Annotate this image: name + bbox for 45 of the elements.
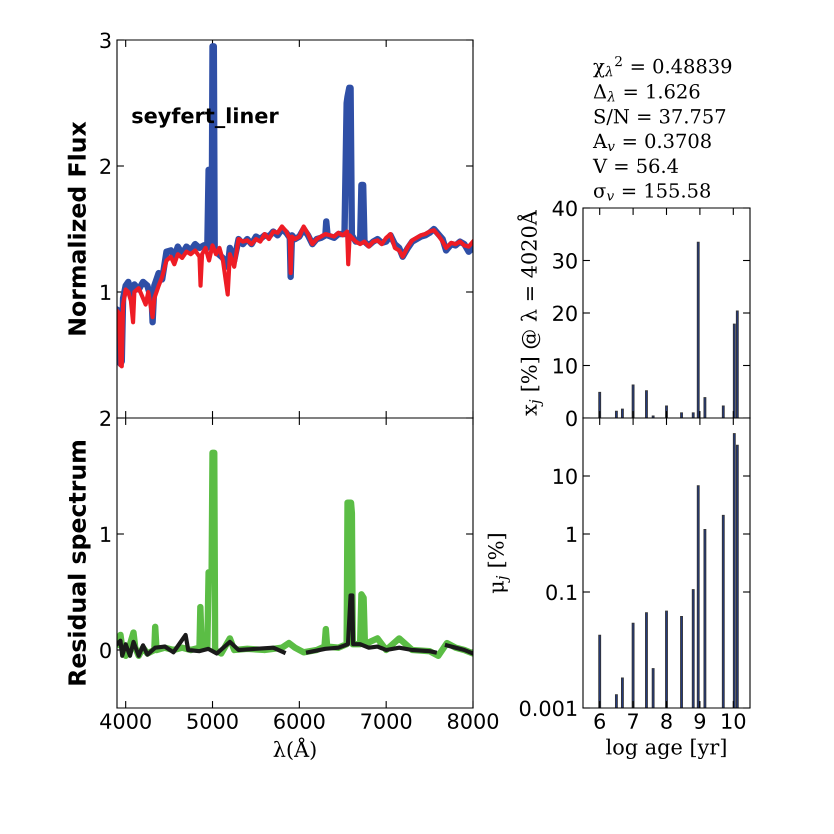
- y-tick-label: 0: [100, 642, 111, 658]
- x-tick-label: 9: [694, 713, 706, 729]
- x-tick-label: 4000: [100, 713, 151, 729]
- bar: [680, 412, 683, 418]
- y-tick-label: 2: [100, 410, 110, 426]
- text: V = 56.4: [592, 158, 678, 174]
- y-tick-label: 40: [552, 200, 577, 216]
- text: σ$_{v}$ = 155.58: [594, 183, 710, 201]
- y-tick-label: 2: [100, 158, 110, 174]
- y-axis-title: x$_{j}$ [%] @ λ = 4020Å: [517, 210, 544, 416]
- x-tick-label: 5000: [188, 713, 238, 729]
- x-tick-label: 7: [628, 714, 638, 729]
- y-tick-label: 10: [554, 468, 577, 484]
- text: χ$_{λ}$$^{2}$ = 0.48839: [593, 56, 732, 78]
- bar: [645, 390, 648, 418]
- x-tick-label: 7000: [361, 713, 412, 729]
- y-axis-title: Residual spectrum: [68, 441, 91, 685]
- y-tick-label: 20: [553, 305, 577, 322]
- y-tick-label: 1: [101, 284, 110, 300]
- bar: [620, 408, 624, 418]
- x-tick-label: 10: [722, 713, 746, 729]
- bar: [652, 415, 655, 418]
- bar: [632, 384, 635, 418]
- y-tick-label: 0: [566, 410, 577, 426]
- x-tick-label: 8: [661, 713, 672, 729]
- text: A$_{v}$ = 0.3708: [592, 134, 711, 151]
- line-series: [117, 224, 473, 368]
- y-tick-label: 1: [101, 526, 110, 542]
- x-tick-label: 6: [594, 713, 606, 729]
- x-tick-label: 6000: [274, 713, 324, 729]
- y-tick-label: 3: [100, 32, 110, 48]
- x-axis-title: log age [yr]: [606, 738, 726, 760]
- y-axis-title: μ$_{j}$ [%]: [488, 534, 510, 594]
- y-tick-label: 30: [553, 252, 577, 269]
- y-axis-title: Normalized Flux: [68, 122, 86, 335]
- y-tick-label: 0.001: [520, 700, 576, 716]
- text: Δ$_{λ}$ = 1.626: [594, 84, 700, 102]
- y-tick-label: 1: [567, 526, 576, 542]
- x-tick-label: 8000: [448, 713, 498, 729]
- bar: [703, 397, 706, 418]
- y-tick-label: 10: [554, 358, 577, 374]
- y-tick-label: 0.1: [546, 584, 576, 600]
- bar: [614, 410, 618, 418]
- x-axis-title: λ(Å): [274, 737, 316, 760]
- text: S/N = 37.757: [594, 108, 726, 126]
